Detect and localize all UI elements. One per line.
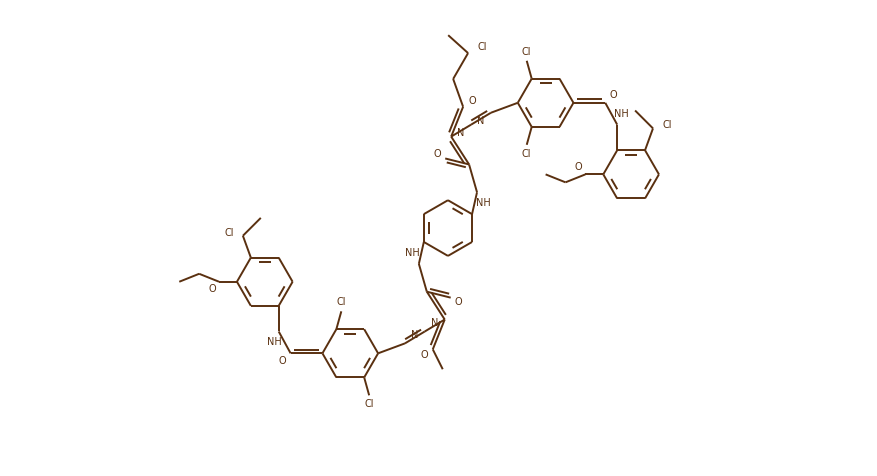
Text: O: O: [279, 356, 287, 366]
Text: O: O: [455, 297, 462, 307]
Text: O: O: [420, 350, 428, 360]
Text: Cl: Cl: [365, 399, 374, 409]
Text: NH: NH: [267, 337, 282, 347]
Text: Cl: Cl: [337, 298, 346, 307]
Text: NH: NH: [476, 198, 491, 208]
Text: O: O: [208, 284, 216, 294]
Text: N: N: [411, 330, 418, 340]
Text: N: N: [458, 128, 465, 138]
Text: O: O: [468, 96, 476, 106]
Text: Cl: Cl: [225, 228, 234, 238]
Text: NH: NH: [405, 248, 420, 258]
Text: Cl: Cl: [522, 149, 531, 159]
Text: O: O: [574, 162, 582, 172]
Text: Cl: Cl: [522, 47, 531, 57]
Text: Cl: Cl: [662, 120, 672, 130]
Text: O: O: [433, 149, 441, 159]
Text: O: O: [610, 90, 617, 100]
Text: NH: NH: [614, 109, 629, 119]
Text: Cl: Cl: [477, 42, 487, 52]
Text: N: N: [431, 318, 438, 328]
Text: N: N: [477, 116, 485, 126]
